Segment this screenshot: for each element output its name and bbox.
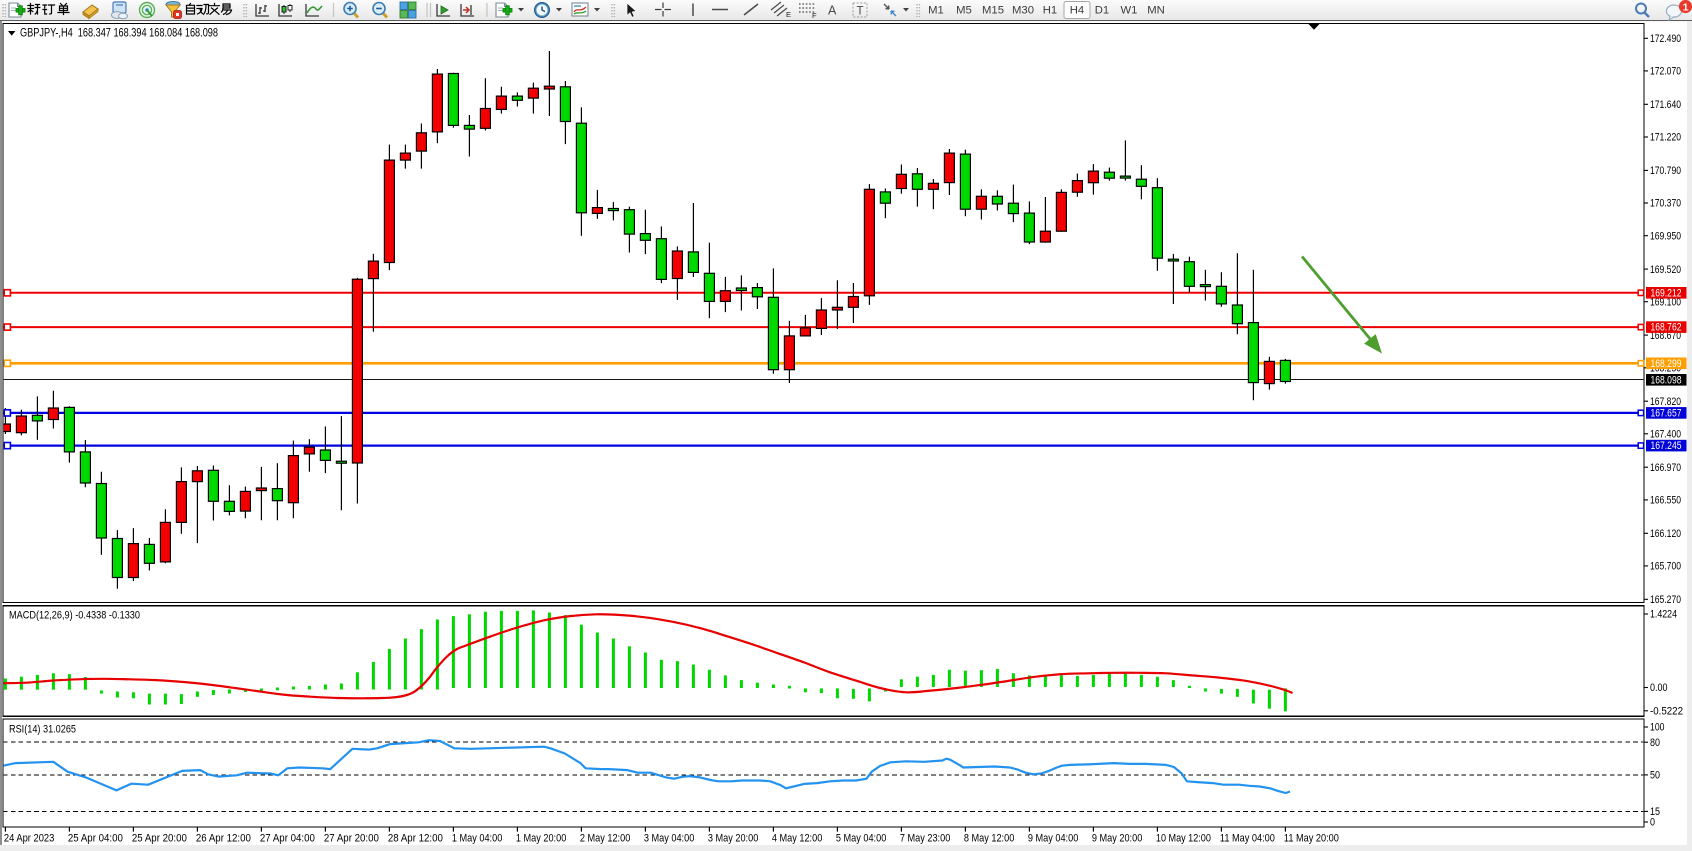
svg-text:170.790: 170.790 bbox=[1650, 165, 1681, 177]
svg-text:169.520: 169.520 bbox=[1650, 264, 1681, 276]
svg-text:T: T bbox=[857, 6, 864, 18]
svg-text:165.270: 165.270 bbox=[1650, 594, 1681, 606]
svg-text:169.950: 169.950 bbox=[1650, 230, 1681, 242]
svg-text:168.762: 168.762 bbox=[1651, 322, 1682, 334]
svg-text:165.700: 165.700 bbox=[1650, 561, 1681, 573]
svg-text:3 May 20:00: 3 May 20:00 bbox=[708, 833, 758, 845]
svg-text:11 May 04:00: 11 May 04:00 bbox=[1220, 833, 1275, 845]
svg-text:0.00: 0.00 bbox=[1650, 682, 1668, 694]
svg-text:169.100: 169.100 bbox=[1650, 296, 1681, 308]
svg-text:9 May 04:00: 9 May 04:00 bbox=[1028, 833, 1078, 845]
svg-text:28 Apr 12:00: 28 Apr 12:00 bbox=[388, 833, 443, 845]
svg-text:1: 1 bbox=[1683, 2, 1689, 14]
svg-text:170.370: 170.370 bbox=[1650, 198, 1681, 210]
svg-text:RSI(14) 31.0265: RSI(14) 31.0265 bbox=[9, 724, 76, 736]
svg-text:-0.5222: -0.5222 bbox=[1650, 706, 1683, 718]
svg-text:F: F bbox=[812, 11, 817, 20]
svg-text:E: E bbox=[786, 10, 791, 19]
svg-text:1 May 20:00: 1 May 20:00 bbox=[516, 833, 566, 845]
svg-text:166.970: 166.970 bbox=[1650, 462, 1681, 474]
svg-text:172.490: 172.490 bbox=[1650, 33, 1681, 45]
svg-text:167.820: 167.820 bbox=[1650, 396, 1681, 408]
svg-text:4 May 12:00: 4 May 12:00 bbox=[772, 833, 822, 845]
svg-text:7 May 23:00: 7 May 23:00 bbox=[900, 833, 950, 845]
svg-text:167.657: 167.657 bbox=[1651, 408, 1682, 420]
svg-text:24 Apr 2023: 24 Apr 2023 bbox=[4, 833, 54, 845]
svg-text:27 Apr 20:00: 27 Apr 20:00 bbox=[324, 833, 379, 845]
svg-text:5 May 04:00: 5 May 04:00 bbox=[836, 833, 886, 845]
svg-text:25 Apr 20:00: 25 Apr 20:00 bbox=[132, 833, 187, 845]
svg-text:M15: M15 bbox=[982, 5, 1004, 17]
svg-text:50: 50 bbox=[1650, 770, 1660, 782]
svg-text:168.098: 168.098 bbox=[1651, 374, 1682, 386]
svg-text:8 May 12:00: 8 May 12:00 bbox=[964, 833, 1014, 845]
svg-text:167.245: 167.245 bbox=[1651, 440, 1682, 452]
svg-text:H1: H1 bbox=[1043, 5, 1057, 17]
svg-text:W1: W1 bbox=[1121, 5, 1138, 17]
svg-text:1.4224: 1.4224 bbox=[1650, 609, 1677, 621]
svg-text:172.070: 172.070 bbox=[1650, 66, 1681, 78]
svg-text:171.640: 171.640 bbox=[1650, 99, 1681, 111]
svg-text:171.220: 171.220 bbox=[1650, 132, 1681, 144]
svg-text:D1: D1 bbox=[1095, 5, 1109, 17]
svg-text:H4: H4 bbox=[1070, 5, 1084, 17]
svg-text:166.120: 166.120 bbox=[1650, 528, 1681, 540]
svg-text:25 Apr 04:00: 25 Apr 04:00 bbox=[68, 833, 123, 845]
svg-text:M1: M1 bbox=[928, 5, 944, 17]
svg-text:11 May 20:00: 11 May 20:00 bbox=[1284, 833, 1339, 845]
svg-text:10 May 12:00: 10 May 12:00 bbox=[1156, 833, 1211, 845]
svg-text:9 May 20:00: 9 May 20:00 bbox=[1092, 833, 1142, 845]
svg-text:3 May 04:00: 3 May 04:00 bbox=[644, 833, 694, 845]
svg-text:MACD(12,26,9) -0.4338 -0.1330: MACD(12,26,9) -0.4338 -0.1330 bbox=[9, 610, 140, 622]
svg-text:0: 0 bbox=[1650, 817, 1655, 829]
svg-text:GBPJPY-,H4 168.347 168.394 16: GBPJPY-,H4 168.347 168.394 168.084 168.0… bbox=[20, 28, 218, 40]
svg-text:M30: M30 bbox=[1012, 5, 1034, 17]
svg-text:2 May 12:00: 2 May 12:00 bbox=[580, 833, 630, 845]
svg-text:169.212: 169.212 bbox=[1651, 287, 1682, 299]
svg-text:A: A bbox=[828, 4, 837, 18]
svg-text:15: 15 bbox=[1650, 806, 1660, 818]
svg-text:168.299: 168.299 bbox=[1651, 358, 1682, 370]
svg-text:100: 100 bbox=[1650, 722, 1665, 734]
svg-text:27 Apr 04:00: 27 Apr 04:00 bbox=[260, 833, 315, 845]
svg-text:MN: MN bbox=[1147, 5, 1165, 17]
svg-text:80: 80 bbox=[1650, 737, 1660, 749]
svg-text:167.400: 167.400 bbox=[1650, 429, 1681, 441]
svg-text:26 Apr 12:00: 26 Apr 12:00 bbox=[196, 833, 251, 845]
svg-text:1 May 04:00: 1 May 04:00 bbox=[452, 833, 502, 845]
svg-text:166.550: 166.550 bbox=[1650, 495, 1681, 507]
svg-text:M5: M5 bbox=[956, 5, 972, 17]
